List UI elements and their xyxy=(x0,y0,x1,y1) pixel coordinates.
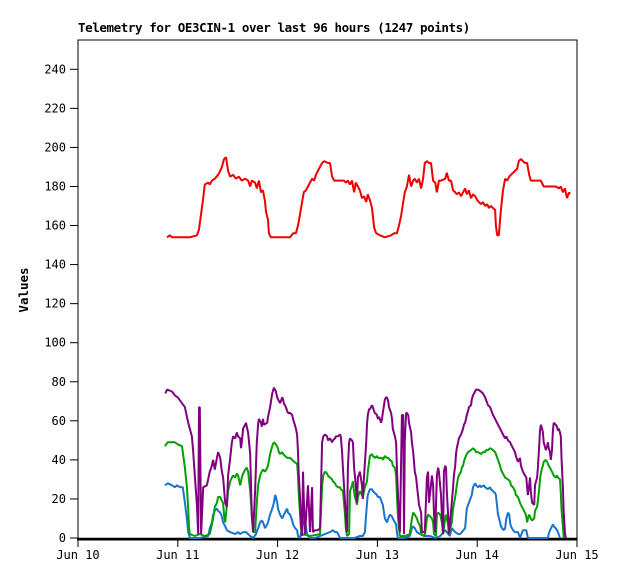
series-line-series-1-red xyxy=(166,156,571,239)
series-line-series-3-green xyxy=(164,441,565,539)
x-tick-label: Jun 15 xyxy=(555,548,598,562)
y-tick-label: 80 xyxy=(52,375,66,389)
plot-area: 0 20 40 60 80 100 120 140 160 180 200 220 240 Jun 10 J… xyxy=(44,39,599,562)
x-tick-label: Jun 12 xyxy=(256,548,299,562)
y-tick-label: 180 xyxy=(44,179,66,193)
series-line-series-4-blue xyxy=(164,482,561,539)
y-tick-label: 100 xyxy=(44,336,66,350)
x-tick-label: Jun 10 xyxy=(56,548,99,562)
x-tick-label: Jun 11 xyxy=(156,548,199,562)
plot-frame xyxy=(77,39,578,541)
y-tick-label: 160 xyxy=(44,219,66,233)
y-axis-label: Values xyxy=(16,267,31,312)
x-tick-label: Jun 13 xyxy=(356,548,399,562)
y-tick-label: 200 xyxy=(44,140,66,154)
y-tick-label: 120 xyxy=(44,297,66,311)
y-tick-label: 140 xyxy=(44,258,66,272)
y-tick-label: 240 xyxy=(44,62,66,76)
y-tick-label: 40 xyxy=(52,453,66,467)
x-tick-label: Jun 14 xyxy=(456,548,499,562)
y-tick-label: 60 xyxy=(52,414,66,428)
y-tick-label: 220 xyxy=(44,101,66,115)
chart-title: Telemetry for OE3CIN-1 over last 96 hour… xyxy=(78,20,470,35)
y-tick-label: 0 xyxy=(59,531,66,545)
series-line-series-2-purple xyxy=(164,387,567,539)
y-tick-label: 20 xyxy=(52,492,66,506)
